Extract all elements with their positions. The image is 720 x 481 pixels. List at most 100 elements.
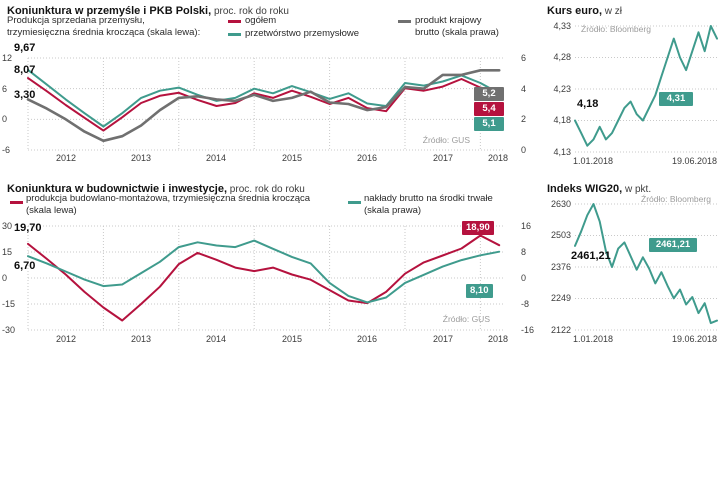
y-left-tick: 0 xyxy=(2,273,8,283)
y-right-tick: 2 xyxy=(521,114,527,124)
chart-budownictwo-inwestycje: Koniunktura w budownictwie i inwestycje,… xyxy=(0,178,535,350)
legend-label-produkcja-line1: produkcja budowlano-montażowa, trzymiesi… xyxy=(26,193,311,204)
legend-label-naklady: nakłady brutto na środki trwałe (skala p… xyxy=(364,193,493,216)
y-right-tick: 0 xyxy=(521,273,527,283)
end-value-badge-pkb: 5,2 xyxy=(474,87,504,101)
chart-title-main: Koniunktura w przemyśle i PKB Polski, xyxy=(7,5,212,17)
y-tick: 4,28 xyxy=(553,52,571,62)
end-value-badge-naklady: 8,10 xyxy=(466,284,493,298)
y-left-tick: 30 xyxy=(2,221,13,231)
x-tick: 2014 xyxy=(205,334,227,344)
series-line-ogółem xyxy=(27,77,501,132)
x-tick: 2012 xyxy=(55,334,77,344)
y-right-tick: 4 xyxy=(521,84,527,94)
legend-swatch-pkb xyxy=(398,20,411,23)
series-line-kurs euro xyxy=(574,25,718,147)
end-value-badge-produkcja: 18,90 xyxy=(462,221,494,235)
y-left-tick: 0 xyxy=(2,114,8,124)
series-line-nakłady brutto na środki trwałe xyxy=(27,239,501,304)
source-label: Źródło: GUS xyxy=(422,135,470,145)
legend-label-produkcja: produkcja budowlano-montażowa, trzymiesi… xyxy=(26,193,310,216)
start-value-przetworstwo: 9,67 xyxy=(14,42,36,54)
y-right-tick: 0 xyxy=(521,145,527,155)
source-label: Źródło: GUS xyxy=(442,314,490,324)
y-right-tick: 16 xyxy=(521,221,532,231)
source-label: Źródło: Bloomberg xyxy=(641,194,711,204)
y-left-tick: -30 xyxy=(2,325,16,335)
chart-title: Koniunktura w budownictwie i inwestycje,… xyxy=(7,179,305,197)
legend-label-przetworstwo: przetwórstwo przemysłowe xyxy=(245,28,360,39)
series-line-przetwórstwo przemysłowe xyxy=(27,68,501,128)
wig20-plot-area xyxy=(574,203,718,331)
legend-swatch-produkcja xyxy=(10,201,23,204)
source-label: Źródło: Bloomberg xyxy=(581,24,651,34)
chart-title: Koniunktura w przemyśle i PKB Polski, pr… xyxy=(7,1,289,19)
chart-title-main: Kurs euro, xyxy=(547,5,603,17)
chart-title-suffix: w zł xyxy=(602,6,623,17)
y-left-tick: 15 xyxy=(2,247,13,257)
x-tick: 2014 xyxy=(205,153,227,163)
start-value-produkcja: 19,70 xyxy=(14,222,42,234)
y-tick: 2122 xyxy=(550,325,571,335)
y-tick: 2630 xyxy=(550,199,571,209)
start-value-euro: 4,18 xyxy=(577,98,599,110)
end-value-badge-euro: 4,31 xyxy=(659,92,693,106)
y-right-tick: -16 xyxy=(521,325,535,335)
start-value-wig20: 2461,21 xyxy=(571,250,611,262)
x-tick: 2013 xyxy=(130,334,152,344)
chart-indeks-wig20: Indeks WIG20, w pkt. Źródło: Bloomberg 2… xyxy=(545,178,720,350)
series-line-produkt krajowy brutto xyxy=(26,69,501,143)
x-tick: 2016 xyxy=(356,334,378,344)
start-value-pkb: 3,30 xyxy=(14,89,36,101)
construction-plot-area xyxy=(27,225,503,331)
end-value-badge-ogolem: 5,4 xyxy=(474,102,504,116)
y-right-tick: 8 xyxy=(521,247,527,257)
series-line-produkcja budowlano-montażowa xyxy=(27,234,501,322)
y-right-tick: 6 xyxy=(521,53,527,63)
legend-label-naklady-line2: (skala prawa) xyxy=(364,204,422,216)
y-tick: 2376 xyxy=(550,262,571,272)
legend-intro-line2: trzymiesięczna średnia krocząca (skala l… xyxy=(7,26,201,38)
chart-title-suffix: proc. rok do roku xyxy=(211,6,289,17)
x-tick: 2013 xyxy=(130,153,152,163)
y-tick: 4,23 xyxy=(553,84,571,94)
legend-swatch-przetworstwo xyxy=(228,33,241,36)
y-left-tick: 6 xyxy=(2,84,8,94)
legend-intro-line1: Produkcja sprzedana przemysłu, xyxy=(7,15,145,26)
chart-title-suffix: proc. rok do roku xyxy=(227,184,305,195)
legend-swatch-naklady xyxy=(348,201,361,204)
legend-intro: Produkcja sprzedana przemysłu, trzymiesi… xyxy=(7,15,200,38)
chart-title-main: Indeks WIG20, xyxy=(547,183,623,195)
legend-label-naklady-line1: nakłady brutto na środki trwałe xyxy=(364,193,493,204)
x-tick: 2015 xyxy=(281,334,303,344)
y-left-tick: -6 xyxy=(2,145,11,155)
x-tick: 1.01.2018 xyxy=(573,156,614,166)
start-value-naklady: 6,70 xyxy=(14,260,36,272)
y-tick: 2503 xyxy=(550,230,571,240)
legend-swatch-ogolem xyxy=(228,20,241,23)
legend-label-pkb-line2: brutto (skala prawa) xyxy=(415,26,499,38)
x-tick: 2015 xyxy=(281,153,303,163)
y-left-tick: -15 xyxy=(2,299,16,309)
chart-title-main: Koniunktura w budownictwie i inwestycje, xyxy=(7,183,228,195)
x-tick: 1.01.2018 xyxy=(573,334,614,344)
chart-title: Kurs euro, w zł xyxy=(547,1,622,19)
chart-kurs-euro: Kurs euro, w zł Źródło: Bloomberg 4,33 4… xyxy=(545,0,720,172)
x-tick: 2017 xyxy=(432,334,454,344)
chart-title: Indeks WIG20, w pkt. xyxy=(547,179,651,197)
x-tick: 2018 xyxy=(487,153,509,163)
end-value-badge-przetworstwo: 5,1 xyxy=(474,117,504,131)
x-tick: 2012 xyxy=(55,153,77,163)
legend-label-pkb-line1: produkt krajowy xyxy=(415,15,482,26)
start-value-ogolem: 8,07 xyxy=(14,64,36,76)
x-tick: 19.06.2018 xyxy=(671,334,717,344)
legend-label-produkcja-line2: (skala lewa) xyxy=(26,204,77,216)
y-right-tick: -8 xyxy=(521,299,530,309)
x-tick: 2016 xyxy=(356,153,378,163)
euro-plot-area xyxy=(574,25,718,153)
y-tick: 2249 xyxy=(550,293,571,303)
end-value-badge-wig20: 2461,21 xyxy=(649,238,697,252)
y-tick: 4,33 xyxy=(553,21,571,31)
legend-label-ogolem: ogółem xyxy=(245,15,277,26)
